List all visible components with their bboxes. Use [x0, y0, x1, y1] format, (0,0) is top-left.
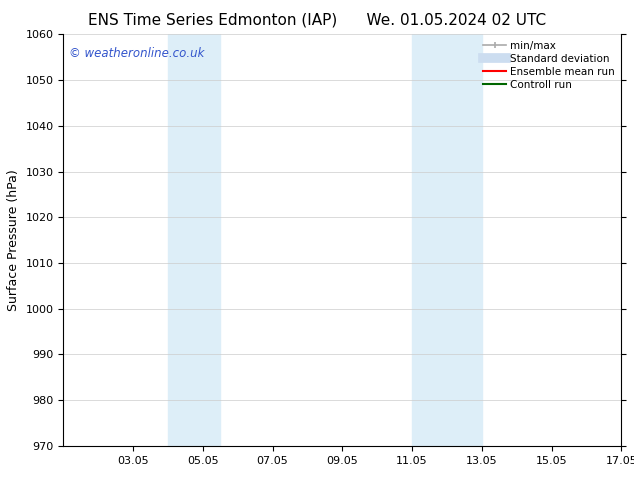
- Bar: [412, 34, 482, 446]
- Bar: [168, 34, 221, 446]
- Text: ENS Time Series Edmonton (IAP)      We. 01.05.2024 02 UTC: ENS Time Series Edmonton (IAP) We. 01.05…: [88, 12, 546, 27]
- Text: © weatheronline.co.uk: © weatheronline.co.uk: [69, 47, 204, 60]
- Legend: min/max, Standard deviation, Ensemble mean run, Controll run: min/max, Standard deviation, Ensemble me…: [479, 36, 619, 94]
- Y-axis label: Surface Pressure (hPa): Surface Pressure (hPa): [7, 169, 20, 311]
